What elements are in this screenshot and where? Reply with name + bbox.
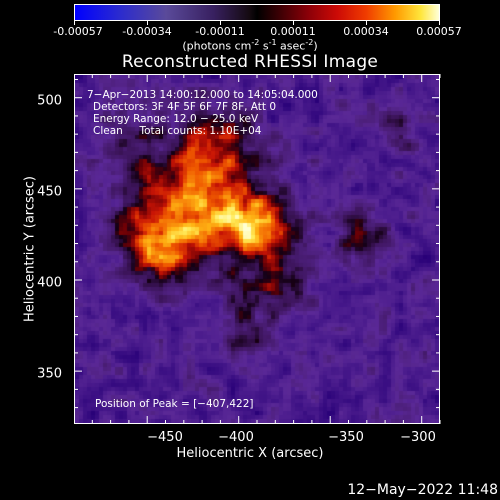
colorbar [74, 4, 440, 21]
colorbar-tick-label: -0.00034 [122, 25, 172, 38]
y-tick-label: 500 [37, 93, 62, 109]
y-tick-label: 450 [37, 184, 62, 200]
time-range-label: 7−Apr−2013 14:00:12.000 to 14:05:04.000 [87, 89, 318, 101]
y-tick-label: 400 [37, 275, 62, 291]
energy-range-label: Energy Range: 12.0 − 25.0 keV [93, 113, 259, 125]
colorbar-tick-label: -0.00057 [53, 25, 103, 38]
colorbar-tick [147, 20, 148, 25]
colorbar-tick-label: 0.00011 [270, 25, 316, 38]
footer-timestamp: 12−May−2022 11:48 [347, 482, 498, 498]
x-tick-label: −450 [147, 430, 183, 445]
x-tick-label: −400 [218, 430, 254, 445]
heatmap-image [75, 75, 439, 423]
detectors-label: Detectors: 3F 4F 5F 6F 7F 8F, Att 0 [93, 101, 277, 113]
colorbar-tick [439, 20, 440, 25]
y-tick-label: 350 [37, 366, 62, 382]
x-tick-label: −350 [328, 430, 364, 445]
plot-area: 7−Apr−2013 14:00:12.000 to 14:05:04.000 … [74, 74, 440, 424]
colorbar-tick [293, 20, 294, 25]
colorbar-tick [220, 20, 221, 25]
colorbar-tick-label: -0.00011 [195, 25, 245, 38]
peak-position-label: Position of Peak = [−407,422] [95, 398, 254, 410]
colorbar-units: (photons cm-2 s-1 asec-2) [182, 38, 318, 53]
clean-counts-label: Clean Total counts: 1.10E+04 [93, 125, 262, 137]
chart-title: Reconstructed RHESSI Image [121, 52, 379, 72]
colorbar-tick [366, 20, 367, 25]
y-axis-title: Heliocentric Y (arcsec) [22, 176, 38, 322]
colorbar-tick [74, 20, 75, 25]
x-axis-title: Heliocentric X (arcsec) [176, 446, 324, 461]
colorbar-tick-label: 0.00034 [343, 25, 389, 38]
colorbar-tick-label: 0.00057 [416, 25, 462, 38]
x-tick-label: −300 [400, 430, 436, 445]
